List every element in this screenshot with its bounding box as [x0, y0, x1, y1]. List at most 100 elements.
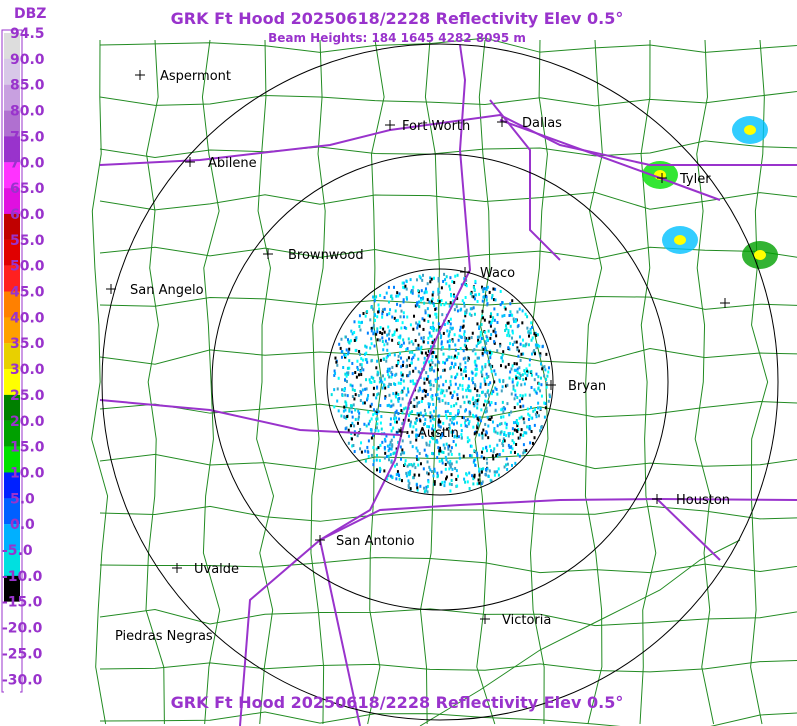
echo-pixel — [507, 329, 510, 333]
echo-pixel — [501, 359, 504, 363]
echo-pixel — [505, 426, 508, 430]
echo-pixel — [473, 432, 476, 436]
echo-pixel — [446, 340, 449, 344]
echo-pixel — [465, 278, 468, 282]
echo-pixel — [388, 447, 391, 451]
echo-pixel — [484, 362, 487, 366]
echo-pixel — [478, 467, 481, 471]
echo-pixel — [520, 415, 523, 419]
echo-pixel — [418, 320, 421, 324]
echo-pixel — [518, 399, 521, 403]
echo-pixel — [471, 371, 474, 375]
echo-pixel — [414, 366, 417, 370]
echo-pixel — [431, 394, 434, 398]
echo-pixel — [350, 424, 353, 428]
echo-pixel — [401, 321, 404, 325]
echo-pixel — [489, 381, 492, 385]
echo-pixel — [489, 417, 492, 421]
city-marker — [106, 284, 116, 294]
legend-label: -10.0 — [2, 569, 43, 585]
echo-pixel — [478, 335, 481, 339]
echo-pixel — [392, 403, 395, 407]
echo-pixel — [408, 363, 411, 367]
echo-pixel — [360, 441, 363, 445]
echo-pixel — [366, 398, 369, 402]
echo-pixel — [448, 330, 451, 334]
echo-pixel — [516, 371, 519, 375]
echo-pixel — [516, 381, 519, 385]
echo-pixel — [507, 443, 510, 447]
echo-pixel — [524, 393, 527, 397]
echo-pixel — [501, 353, 504, 357]
echo-pixel — [383, 383, 386, 387]
echo-pixel — [354, 393, 357, 397]
echo-pixel — [376, 373, 379, 377]
echo-pixel — [490, 296, 493, 300]
echo-pixel — [343, 405, 346, 409]
echo-pixel — [449, 322, 452, 326]
echo-pixel — [415, 303, 418, 307]
echo-pixel — [528, 363, 531, 367]
echo-pixel — [397, 381, 400, 385]
echo-pixel — [522, 378, 525, 382]
echo-pixel — [389, 383, 392, 387]
echo-pixel — [518, 335, 521, 339]
echo-pixel — [374, 297, 377, 301]
echo-pixel — [470, 454, 473, 458]
echo-pixel — [484, 392, 487, 396]
echo-pixel — [465, 388, 468, 392]
echo-pixel — [433, 480, 436, 484]
echo-pixel — [462, 395, 465, 399]
legend-label: 0.0 — [10, 517, 35, 533]
echo-pixel — [511, 331, 514, 335]
echo-pixel — [446, 329, 449, 333]
echo-pixel — [431, 297, 434, 301]
echo-pixel — [370, 329, 373, 333]
echo-pixel — [381, 315, 384, 319]
echo-pixel — [533, 436, 536, 440]
echo-pixel — [473, 401, 476, 405]
echo-pixel — [384, 439, 387, 443]
echo-pixel — [537, 386, 540, 390]
echo-pixel — [341, 393, 344, 397]
echo-pixel — [450, 483, 453, 487]
echo-pixel — [471, 349, 474, 353]
echo-pixel — [402, 315, 405, 319]
echo-pixel — [468, 377, 471, 381]
echo-pixel — [481, 450, 484, 454]
echo-pixel — [463, 282, 466, 286]
echo-pixel — [395, 328, 398, 332]
echo-pixel — [397, 440, 400, 444]
echo-pixel — [340, 414, 343, 418]
echo-pixel — [496, 424, 499, 428]
echo-pixel — [464, 480, 467, 484]
echo-pixel — [388, 367, 391, 371]
echo-pixel — [473, 415, 476, 419]
echo-pixel — [473, 474, 476, 478]
echo-pixel — [530, 352, 533, 356]
echo-pixel — [366, 331, 369, 335]
echo-pixel — [416, 449, 419, 453]
legend-label: 15.0 — [10, 440, 45, 456]
city-marker — [652, 494, 662, 504]
echo-pixel — [464, 421, 467, 425]
echo-pixel — [452, 422, 455, 426]
echo-pixel — [463, 332, 466, 336]
echo-pixel — [494, 331, 497, 335]
echo-pixel — [459, 308, 462, 312]
echo-pixel — [344, 372, 347, 376]
echo-pixel — [421, 278, 424, 282]
echo-pixel — [338, 342, 341, 346]
echo-pixel — [485, 372, 488, 376]
echo-pixel — [418, 305, 421, 309]
echo-pixel — [397, 428, 400, 432]
echo-pixel — [493, 429, 496, 433]
echo-pixel — [492, 329, 495, 333]
echo-pixel — [462, 416, 465, 420]
echo-pixel — [476, 335, 479, 339]
echo-pixel — [346, 338, 349, 342]
echo-pixel — [409, 400, 412, 404]
echo-pixel — [384, 386, 387, 390]
echo-pixel — [430, 351, 433, 355]
legend-label: 30.0 — [10, 362, 45, 378]
